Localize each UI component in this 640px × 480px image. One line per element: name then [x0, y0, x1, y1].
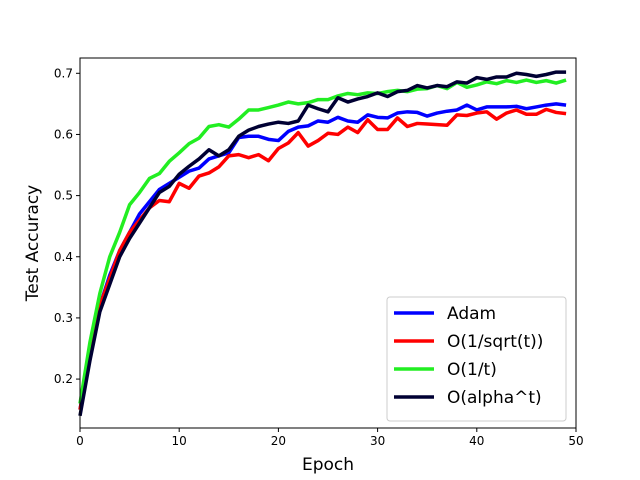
x-tick-label: 50 [568, 434, 583, 448]
y-axis-ticks: 0.2 0.3 0.4 0.5 0.6 0.7 [54, 66, 80, 386]
series-line-2 [78, 78, 567, 404]
y-tick-label: 0.6 [54, 127, 73, 141]
plot-frame [79, 57, 577, 429]
y-tick-label: 0.7 [54, 66, 73, 80]
x-tick-label: 40 [469, 434, 484, 448]
legend: Adam O(1/sqrt(t)) O(1/t) O(alpha^t) [386, 296, 567, 422]
x-tick-label: 20 [271, 434, 286, 448]
series-line-3 [78, 70, 567, 417]
series-line-1 [78, 107, 567, 410]
x-tick-label: 0 [76, 434, 84, 448]
legend-label-3: O(alpha^t) [447, 388, 542, 408]
x-axis-title: Epoch [302, 455, 354, 475]
x-tick-label: 30 [370, 434, 385, 448]
legend-box [386, 296, 567, 422]
legend-label-0: Adam [447, 304, 496, 324]
series-line-0 [78, 102, 567, 410]
x-tick-label: 10 [172, 434, 187, 448]
y-tick-label: 0.2 [54, 372, 73, 386]
x-axis-ticks: 0 10 20 30 40 50 [76, 428, 584, 448]
y-tick-label: 0.5 [54, 189, 73, 203]
legend-label-1: O(1/sqrt(t)) [447, 332, 543, 352]
legend-label-2: O(1/t) [447, 360, 497, 380]
y-tick-label: 0.3 [54, 311, 73, 325]
y-axis-title: Test Accuracy [23, 185, 43, 303]
y-tick-label: 0.4 [54, 250, 73, 264]
series-lines [78, 70, 567, 417]
